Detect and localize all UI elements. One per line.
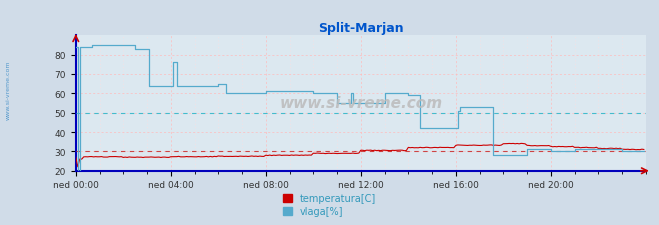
Title: Split-Marjan: Split-Marjan [318, 22, 403, 35]
Legend: temperatura[C], vlaga[%]: temperatura[C], vlaga[%] [279, 190, 380, 220]
Text: www.si-vreme.com: www.si-vreme.com [279, 96, 442, 111]
Text: www.si-vreme.com: www.si-vreme.com [5, 60, 11, 120]
